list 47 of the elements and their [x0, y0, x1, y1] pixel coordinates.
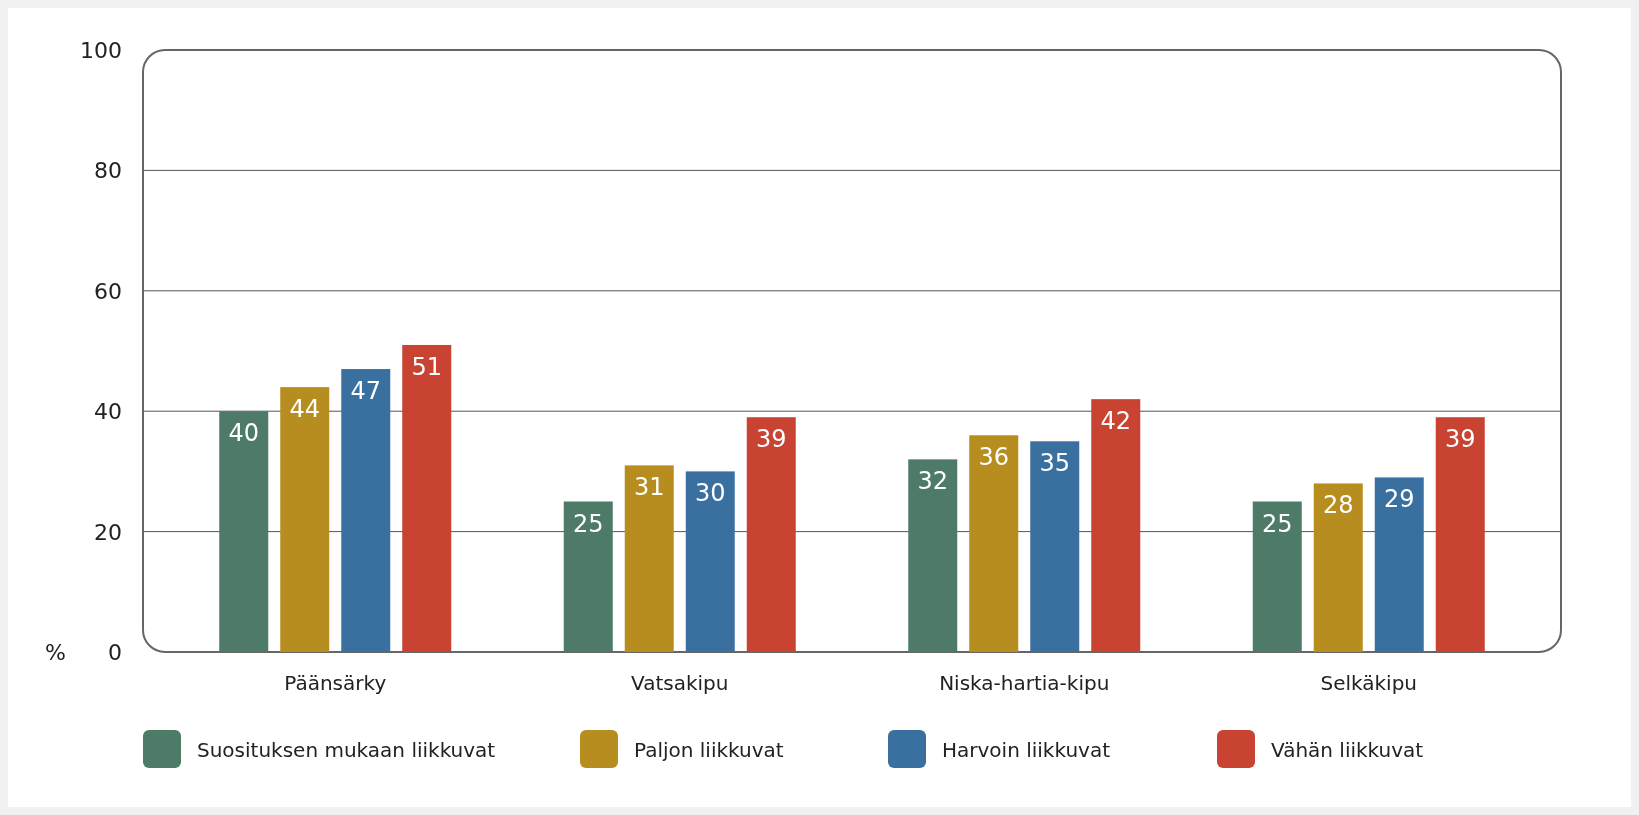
bar [1313, 483, 1363, 652]
data-label: 32 [917, 467, 949, 496]
bar [280, 387, 330, 652]
y-tick-label: 80 [94, 158, 122, 184]
bar [1374, 477, 1424, 652]
x-tick-label: Selkäkipu [1320, 671, 1418, 695]
bar [746, 417, 796, 652]
legend-label: Paljon liikkuvat [634, 738, 784, 762]
bar [969, 435, 1019, 652]
data-label: 51 [411, 352, 443, 381]
y-tick-label: 20 [94, 519, 122, 545]
y-axis-title: % [45, 640, 66, 665]
data-label: 31 [633, 473, 665, 502]
bar [402, 344, 452, 652]
x-tick-label: Vatsakipu [631, 671, 729, 695]
x-tick-label: Päänsärky [284, 671, 387, 695]
data-label: 35 [1039, 449, 1071, 478]
data-label: 42 [1100, 407, 1132, 436]
bar [1091, 399, 1141, 652]
legend-label: Suosituksen mukaan liikkuvat [197, 738, 496, 762]
y-tick-label: 100 [80, 38, 122, 63]
data-label: 47 [350, 377, 382, 406]
data-label: 25 [1261, 509, 1293, 538]
bar [908, 459, 958, 652]
data-label: 25 [572, 509, 604, 538]
legend-label: Harvoin liikkuvat [942, 738, 1111, 762]
data-label: 40 [228, 419, 260, 448]
data-label: 39 [755, 425, 787, 454]
data-label: 28 [1322, 491, 1354, 520]
bar [341, 369, 391, 652]
data-label: 30 [694, 479, 726, 508]
legend-label: Vähän liikkuvat [1271, 738, 1424, 762]
bar [563, 501, 613, 652]
data-label: 39 [1444, 425, 1476, 454]
y-tick-label: 40 [94, 399, 122, 425]
bar [219, 411, 269, 652]
bar [1435, 417, 1485, 652]
bar [685, 471, 735, 652]
bar [1252, 501, 1302, 652]
data-label: 29 [1383, 485, 1415, 514]
y-tick-label: 0 [108, 640, 122, 665]
bar [1030, 441, 1080, 652]
x-tick-label: Niska-hartia-kipu [939, 671, 1110, 695]
data-label: 44 [289, 395, 321, 424]
data-label: 36 [978, 443, 1010, 472]
bar [624, 465, 674, 652]
y-tick-label: 60 [94, 278, 122, 304]
